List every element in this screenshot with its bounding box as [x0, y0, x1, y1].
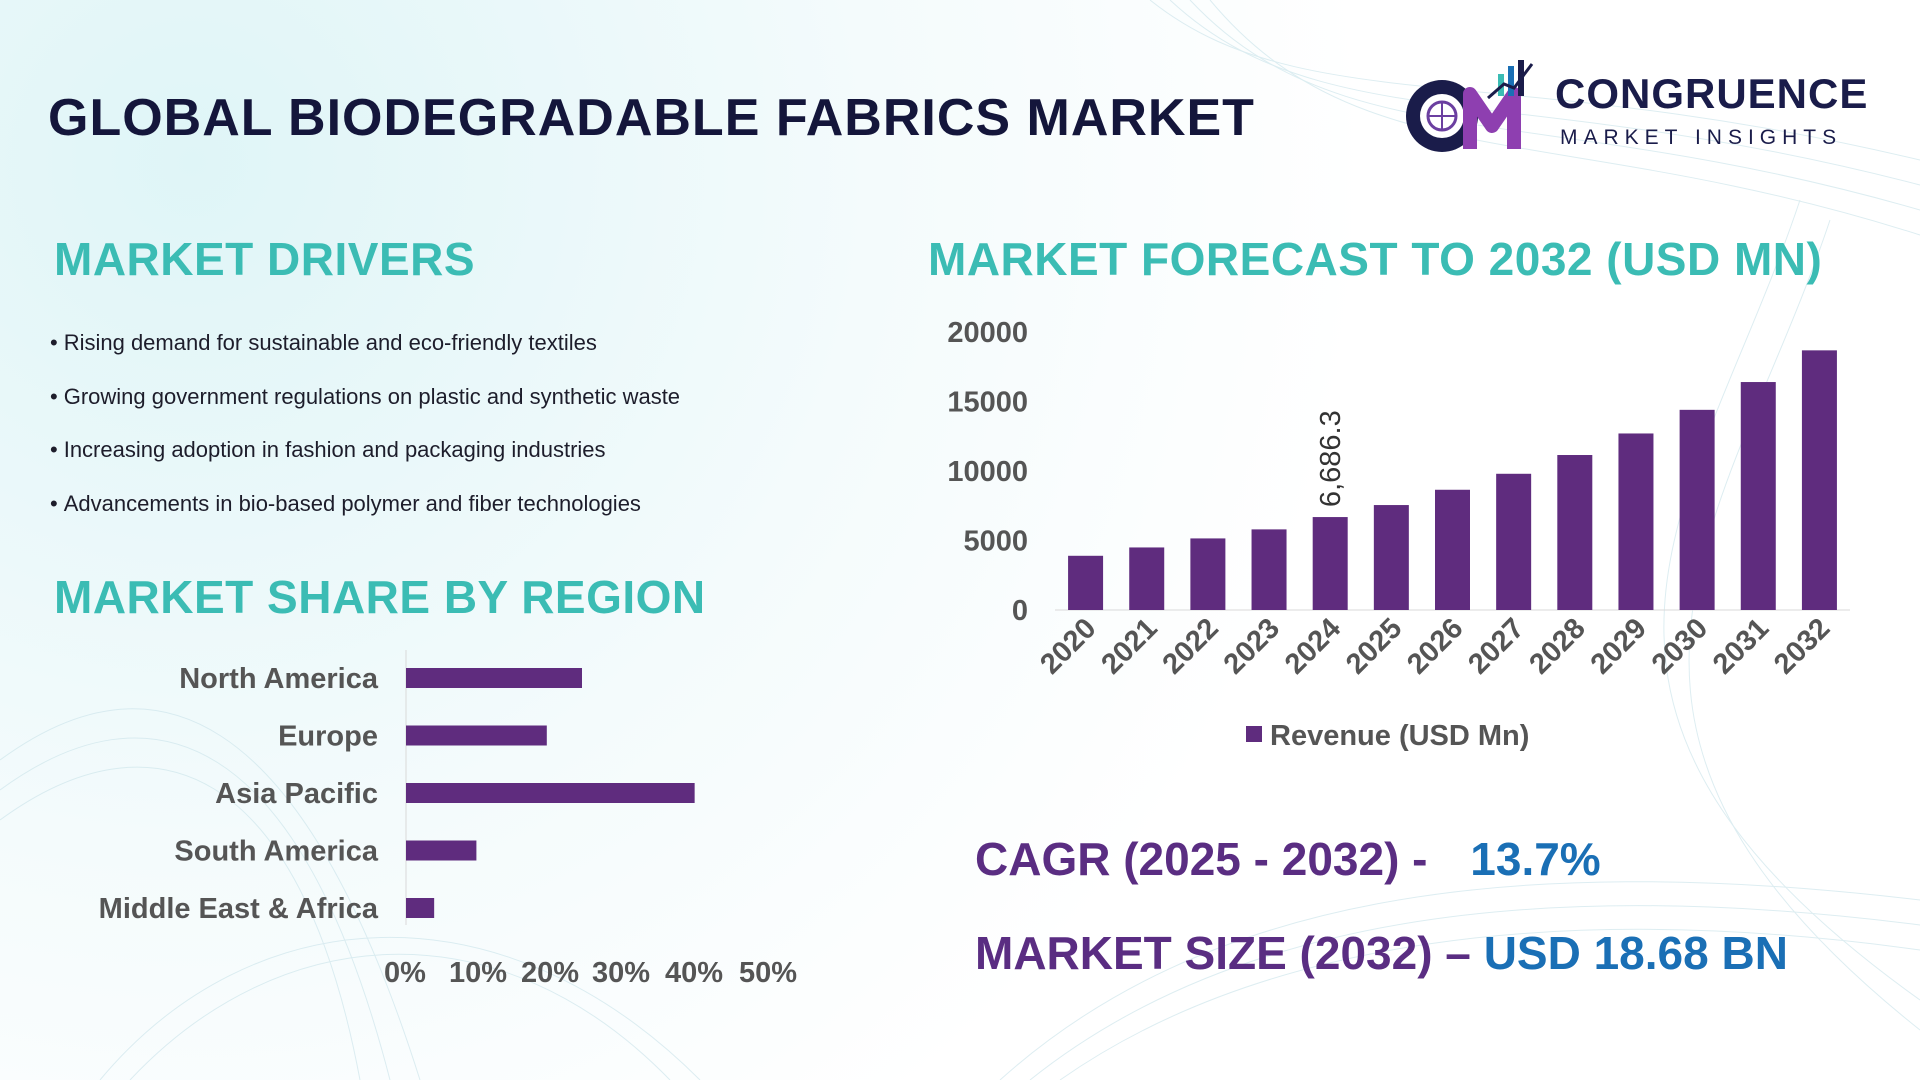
region-x-tick-label: 0%	[384, 957, 426, 989]
region-bar	[406, 840, 477, 861]
forecast-y-tick-label: 20000	[947, 317, 1028, 349]
driver-item: • Rising demand for sustainable and eco-f…	[50, 330, 597, 355]
cagr-value: 13.7%	[1470, 833, 1601, 885]
forecast-x-tick-label: 2023	[1218, 612, 1286, 680]
forecast-bar	[1740, 382, 1776, 610]
region-share-heading: MARKET SHARE BY REGION	[54, 571, 706, 623]
forecast-bar	[1373, 505, 1409, 610]
forecast-x-tick-label: 2025	[1340, 612, 1408, 680]
forecast-x-tick-label: 2022	[1157, 612, 1225, 680]
forecast-bar	[1557, 455, 1593, 610]
region-x-tick-label: 20%	[521, 957, 579, 989]
region-bar	[406, 668, 582, 688]
region-category-label: North America	[179, 663, 379, 695]
page-title: GLOBAL BIODEGRADABLE FABRICS MARKET	[48, 89, 1255, 147]
forecast-bar	[1435, 489, 1470, 610]
cagr-label: CAGR (2025 - 2032) -	[975, 833, 1428, 885]
forecast-bar	[1129, 547, 1165, 610]
logo-tagline: MARKET INSIGHTS	[1560, 126, 1843, 149]
region-category-label: Europe	[278, 721, 378, 753]
forecast-x-tick-label: 2032	[1768, 612, 1836, 680]
forecast-x-tick-label: 2024	[1279, 612, 1347, 680]
forecast-bar	[1679, 409, 1715, 610]
forecast-bar	[1801, 350, 1837, 610]
forecast-bar	[1312, 517, 1348, 610]
legend-label: Revenue (USD Mn)	[1270, 720, 1529, 752]
driver-item: • Advancements in bio-based polymer and f…	[50, 490, 641, 516]
legend-swatch	[1246, 726, 1262, 742]
forecast-heading: MARKET FORECAST TO 2032 (USD MN)	[928, 233, 1823, 285]
market-size-label: MARKET SIZE (2032) –	[975, 927, 1471, 979]
region-x-tick-label: 30%	[592, 957, 650, 989]
market-size-kpi: MARKET SIZE (2032) – USD 18.68 BN	[975, 926, 1788, 980]
forecast-x-tick-label: 2020	[1034, 612, 1102, 680]
region-bar	[406, 725, 547, 746]
driver-item: • Growing government regulations on plast…	[50, 383, 681, 409]
region-x-tick-label: 10%	[449, 957, 507, 989]
region-category-label: Asia Pacific	[215, 778, 378, 810]
company-logo: CONGRUENCE MARKET INSIGHTS	[1400, 54, 1870, 164]
region-x-tick-label: 40%	[665, 957, 723, 989]
forecast-y-tick-label: 0	[1012, 595, 1028, 627]
logo-name: CONGRUENCE	[1555, 70, 1869, 117]
forecast-bar	[1068, 555, 1104, 610]
region-bar	[406, 898, 435, 918]
forecast-data-label: 6,686.3	[1315, 410, 1347, 507]
forecast-bar	[1618, 433, 1654, 610]
forecast-x-tick-label: 2030	[1646, 612, 1714, 680]
forecast-x-tick-label: 2031	[1707, 612, 1775, 680]
forecast-x-tick-label: 2021	[1095, 612, 1163, 680]
logo-mark-icon	[1406, 60, 1534, 152]
driver-item: • Increasing adoption in fashion and pack…	[50, 437, 606, 462]
market-size-value: USD 18.68 BN	[1483, 927, 1788, 979]
forecast-bar	[1190, 538, 1226, 610]
forecast-y-tick-label: 15000	[947, 387, 1028, 419]
forecast-y-tick-label: 5000	[963, 526, 1028, 558]
market-drivers-heading: MARKET DRIVERS	[54, 233, 476, 285]
region-x-tick-label: 50%	[739, 957, 797, 989]
region-category-label: South America	[174, 836, 378, 868]
market-drivers-list: • Rising demand for sustainable and eco-f…	[50, 330, 680, 544]
forecast-x-tick-label: 2029	[1585, 612, 1653, 680]
forecast-x-tick-label: 2027	[1462, 612, 1530, 680]
forecast-bar	[1251, 529, 1287, 610]
cagr-kpi: CAGR (2025 - 2032) - 13.7%	[975, 832, 1601, 886]
forecast-x-tick-label: 2028	[1524, 612, 1592, 680]
forecast-y-tick-label: 10000	[947, 456, 1028, 488]
region-category-label: Middle East & Africa	[99, 893, 379, 925]
forecast-x-tick-label: 2026	[1401, 612, 1469, 680]
forecast-bar	[1496, 473, 1532, 610]
region-bar	[406, 783, 695, 803]
